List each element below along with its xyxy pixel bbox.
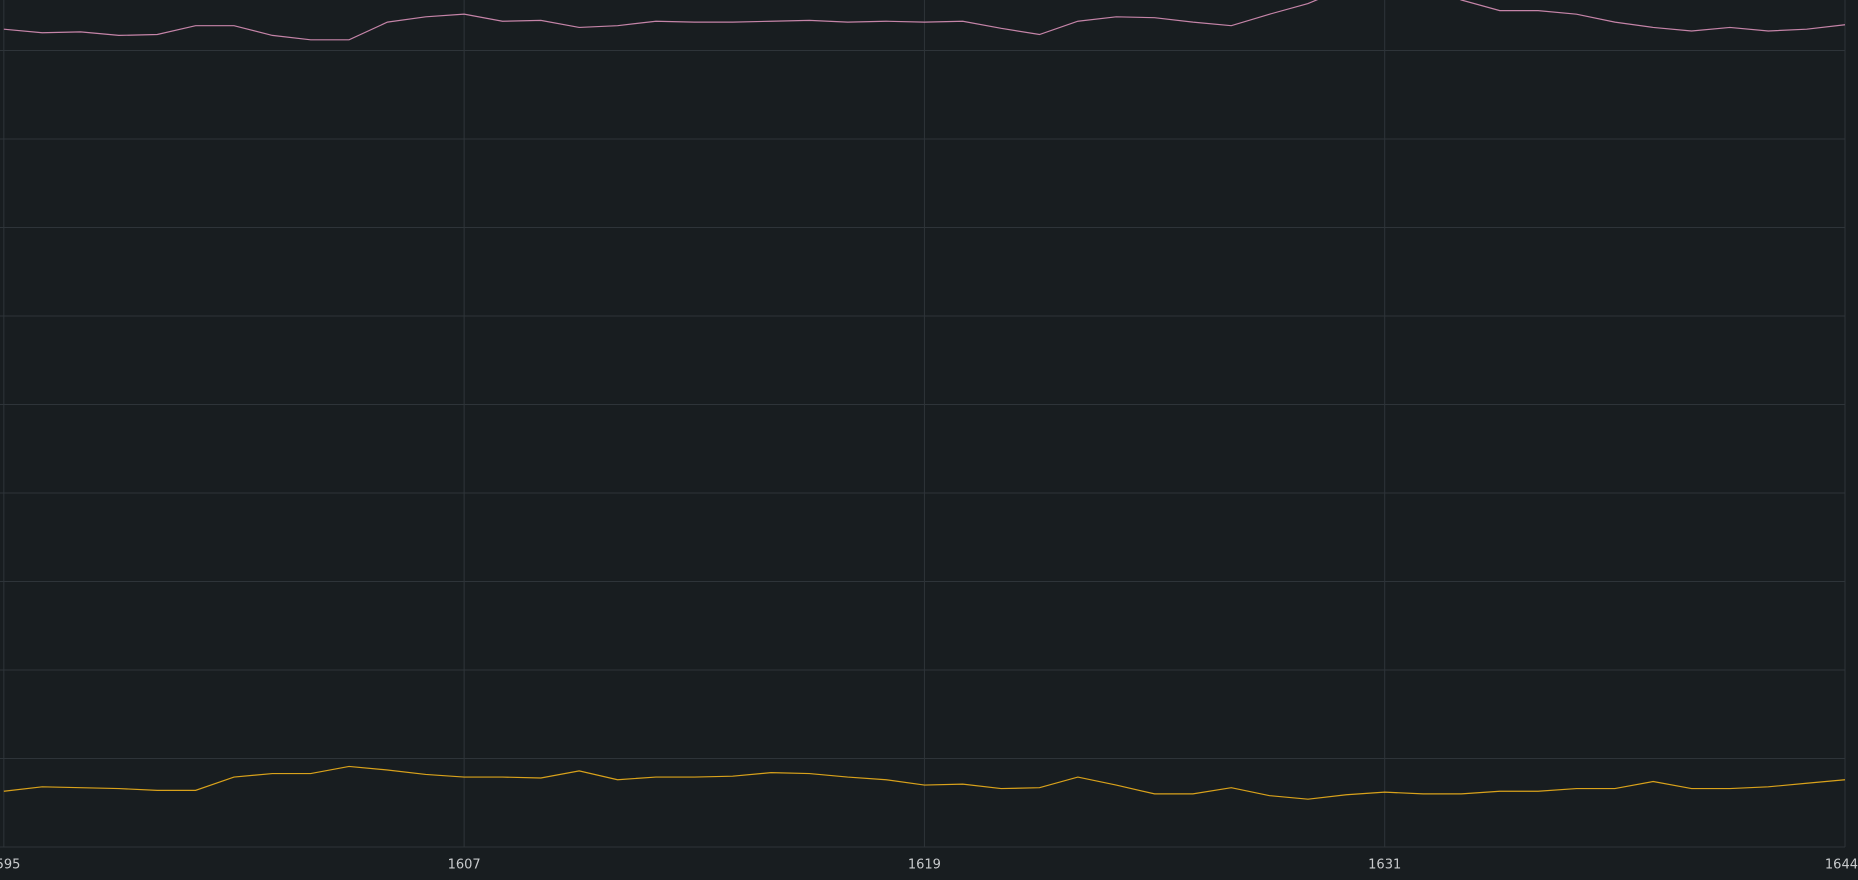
x-tick-label: 1607 xyxy=(448,858,481,873)
x-tick-label: 1619 xyxy=(908,858,941,873)
x-tick-label: 1595 xyxy=(0,858,20,873)
x-tick-label: 1644 xyxy=(1825,858,1858,873)
data-line xyxy=(3,0,1845,41)
data-line xyxy=(3,765,1845,800)
plot-area xyxy=(3,0,1845,800)
x-tick-label: 1631 xyxy=(1368,858,1401,873)
